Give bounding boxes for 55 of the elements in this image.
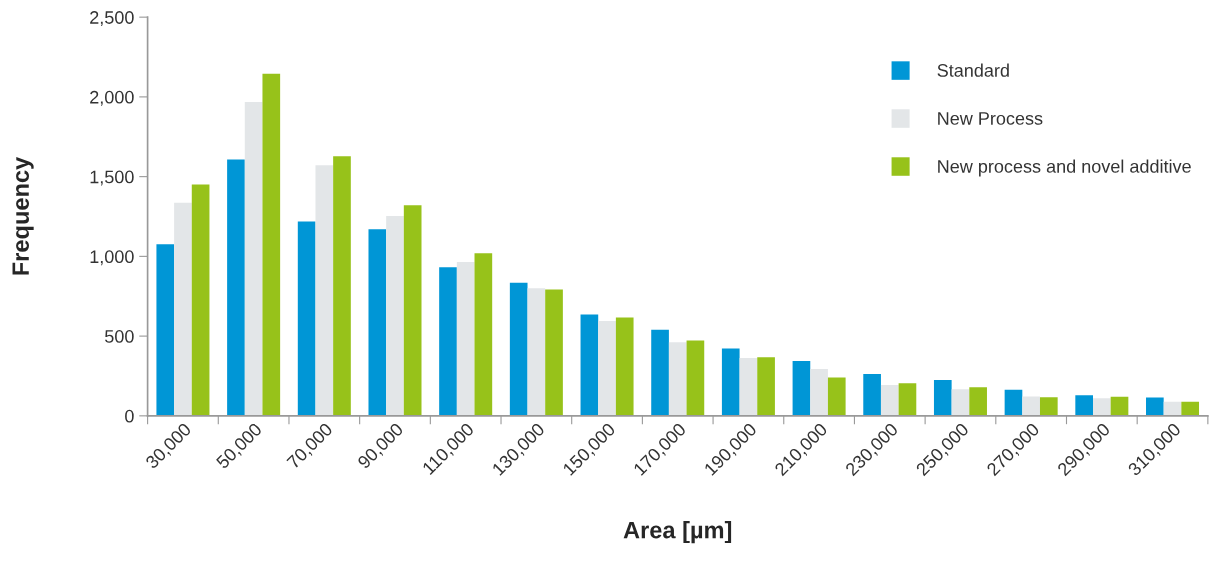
y-tick-label: 1,000 (90, 250, 134, 266)
bar (474, 253, 493, 416)
bar (333, 156, 351, 416)
bar (386, 216, 404, 416)
bar (580, 314, 599, 416)
bar (1110, 396, 1129, 416)
bar (898, 383, 917, 416)
y-tick-label: 500 (105, 330, 134, 343)
bar (668, 342, 687, 416)
bar (1004, 389, 1023, 416)
bar (156, 244, 175, 416)
legend-label: New process and novel additive (938, 159, 1191, 177)
bar (651, 329, 669, 416)
bar (792, 360, 811, 416)
bar (880, 384, 899, 416)
bar (721, 348, 740, 416)
bar (244, 102, 263, 416)
bar (509, 282, 528, 416)
bar (545, 289, 563, 416)
bar (262, 73, 281, 416)
bar (403, 205, 422, 416)
bar (1075, 395, 1093, 416)
bar (227, 159, 245, 416)
bar (739, 357, 758, 416)
bar (933, 379, 952, 416)
bar (1022, 396, 1040, 416)
y-tick-label: 0 (125, 409, 134, 423)
bar (598, 321, 616, 416)
bar (863, 373, 881, 416)
bar (757, 357, 775, 416)
y-tick-label: 2,500 (90, 11, 134, 27)
y-tick-label: 2,000 (90, 90, 134, 106)
bar (686, 340, 705, 416)
bar (456, 261, 475, 416)
bar (615, 317, 634, 416)
bar (1146, 397, 1164, 416)
y-axis-title: Frequency (12, 156, 34, 275)
bar (315, 165, 334, 416)
legend-label: New Process (938, 112, 1043, 125)
bar (1093, 398, 1111, 416)
bar (951, 389, 970, 416)
y-tick-label: 1,500 (90, 170, 134, 186)
bar (827, 377, 846, 416)
bar (1181, 401, 1200, 416)
legend-label: Standard (937, 63, 1009, 77)
bar (1039, 397, 1058, 416)
bar (439, 267, 457, 416)
bar (969, 387, 987, 416)
bar (191, 184, 210, 416)
x-axis-title: Area [µm] (623, 521, 732, 544)
bar (174, 202, 192, 416)
bar (527, 288, 546, 416)
bar (368, 229, 387, 416)
bar (810, 368, 828, 416)
bar (297, 221, 316, 416)
